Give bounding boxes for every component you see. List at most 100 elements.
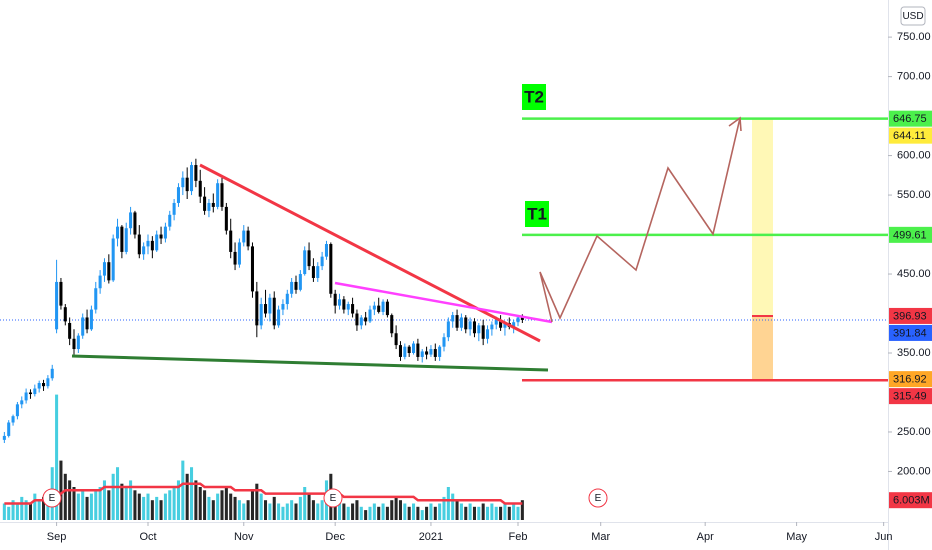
y-tick-label: 600.00 xyxy=(897,149,931,161)
x-tick-label: Feb xyxy=(509,531,528,543)
currency-box[interactable] xyxy=(900,6,926,26)
candle-body xyxy=(159,234,163,239)
volume-bar xyxy=(7,506,11,520)
volume-bar xyxy=(494,506,498,520)
candle-body xyxy=(464,317,468,330)
volume-bar xyxy=(250,490,254,520)
volume-bar xyxy=(364,510,368,520)
volume-bar xyxy=(499,506,503,520)
y-tick-label: 350.00 xyxy=(897,347,931,359)
annotation: T1 xyxy=(527,204,547,223)
candle-body xyxy=(442,337,446,347)
candle-body xyxy=(298,274,302,290)
front-layer: Sep Oct Nov Dec 2021 Feb Mar Apr May Jun 750.00 700… xyxy=(42,31,932,543)
candle-body xyxy=(11,416,15,423)
candle-body xyxy=(446,321,450,338)
x-tick-label: Oct xyxy=(139,531,156,543)
candle-body xyxy=(377,305,381,312)
candle-body xyxy=(307,250,311,267)
candle-body xyxy=(20,400,24,405)
candle-body xyxy=(285,293,289,305)
candle-body xyxy=(425,351,429,355)
y-tick-label: 550.00 xyxy=(897,189,931,201)
candle-body xyxy=(50,368,54,379)
volume-bar xyxy=(290,500,294,520)
price-badge xyxy=(889,127,932,144)
candle-body xyxy=(416,343,420,357)
x-tick-label: Dec xyxy=(325,531,345,543)
volume-bar xyxy=(72,487,76,520)
volume-bar xyxy=(264,500,268,520)
candle-body xyxy=(190,165,194,192)
candle-body xyxy=(398,345,402,357)
volume-bar xyxy=(220,490,224,520)
x-tick-label: Apr xyxy=(697,531,714,543)
candle-body xyxy=(163,226,167,239)
candle-body xyxy=(198,180,202,197)
volume-ma-line xyxy=(4,482,523,505)
x-tick-label: Nov xyxy=(234,531,254,543)
volume-bar xyxy=(516,506,520,520)
volume-bar xyxy=(368,506,372,520)
price-badge-label: 644.11 xyxy=(893,130,926,142)
volume-bar xyxy=(285,503,289,520)
volume-bar xyxy=(455,500,459,520)
candle-body xyxy=(107,262,111,281)
candle-body xyxy=(372,305,376,310)
y-tick-label: 250.00 xyxy=(897,426,931,438)
candle-body xyxy=(481,325,485,339)
volume-bar xyxy=(303,487,307,520)
earnings-label: E xyxy=(330,493,337,504)
candle-body xyxy=(499,319,503,328)
volume-bar xyxy=(429,503,433,520)
volume-bar xyxy=(224,487,228,520)
candle-body xyxy=(381,301,385,312)
volume-bar xyxy=(89,493,93,520)
candle-body xyxy=(246,230,250,247)
volume-bar xyxy=(168,490,172,520)
candle-body xyxy=(433,349,437,357)
candle-body xyxy=(46,378,50,387)
candle-body xyxy=(503,322,507,328)
volume-bar xyxy=(311,500,315,520)
volume-bar xyxy=(120,483,124,520)
candle-body xyxy=(98,275,102,289)
candle-body xyxy=(203,196,207,211)
volume-bar xyxy=(307,493,311,520)
annotation: T2 xyxy=(524,87,544,106)
currency: USD xyxy=(902,11,923,22)
risk-zone xyxy=(752,315,773,380)
candle-body xyxy=(207,202,211,211)
volume-bar xyxy=(425,506,429,520)
volume-bar xyxy=(137,493,141,520)
candle-body xyxy=(255,291,259,326)
volume-bar xyxy=(42,496,46,520)
candle-body xyxy=(85,317,89,330)
candle-body xyxy=(76,335,80,350)
volume-bar xyxy=(390,500,394,520)
candle-body xyxy=(520,317,524,320)
candle-body xyxy=(111,238,115,281)
volume-bar xyxy=(403,503,407,520)
volume-bar xyxy=(320,500,324,520)
candle-body xyxy=(133,212,137,235)
volume-bar xyxy=(76,493,80,520)
volume-bar xyxy=(272,496,276,520)
volume-bar xyxy=(142,496,146,520)
candle-body xyxy=(24,392,28,401)
candle-body xyxy=(172,202,176,215)
volume-bar xyxy=(398,500,402,520)
candle-body xyxy=(355,313,359,326)
volume-bar xyxy=(346,506,350,520)
candle-body xyxy=(264,304,268,314)
volume-bar xyxy=(316,503,320,520)
volume-bar xyxy=(416,506,420,520)
volume-bar xyxy=(211,500,215,520)
volume-bar xyxy=(190,467,194,520)
candle-body xyxy=(137,234,141,255)
volume-bar xyxy=(68,480,72,520)
candle-body xyxy=(472,321,476,334)
candle-body xyxy=(451,315,455,322)
candle-body xyxy=(168,214,172,227)
